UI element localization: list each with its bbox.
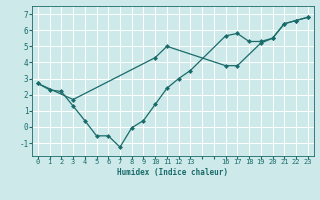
X-axis label: Humidex (Indice chaleur): Humidex (Indice chaleur) — [117, 168, 228, 177]
